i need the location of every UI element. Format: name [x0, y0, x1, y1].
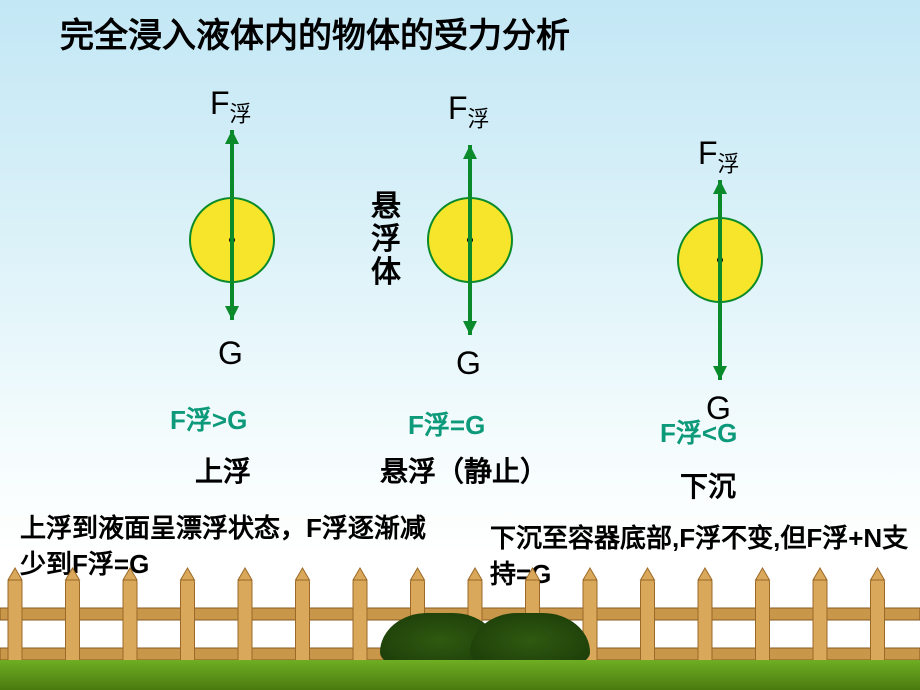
relation-label: F浮>G: [170, 400, 247, 437]
gravity-label: G: [218, 335, 243, 372]
state-label: 上浮: [195, 450, 251, 490]
gravity-label: G: [456, 345, 481, 382]
side-label: 悬浮体: [370, 190, 402, 289]
state-label: 下沉: [680, 465, 736, 505]
relation-label: F浮<G: [660, 420, 750, 446]
buoyancy-label: F浮: [698, 135, 740, 178]
relation-label: F浮=G: [408, 405, 485, 442]
buoyancy-label: F浮: [448, 90, 490, 133]
state-label: 悬浮（静止）: [380, 450, 548, 490]
slide-title: 完全浸入液体内的物体的受力分析: [60, 8, 570, 57]
slide: 完全浸入液体内的物体的受力分析 F浮 G F浮>G 上浮 F浮 G 悬浮体 F浮=G 悬浮（静止…: [0, 0, 920, 690]
buoyancy-label: F浮: [210, 85, 252, 128]
grass: [0, 660, 920, 690]
